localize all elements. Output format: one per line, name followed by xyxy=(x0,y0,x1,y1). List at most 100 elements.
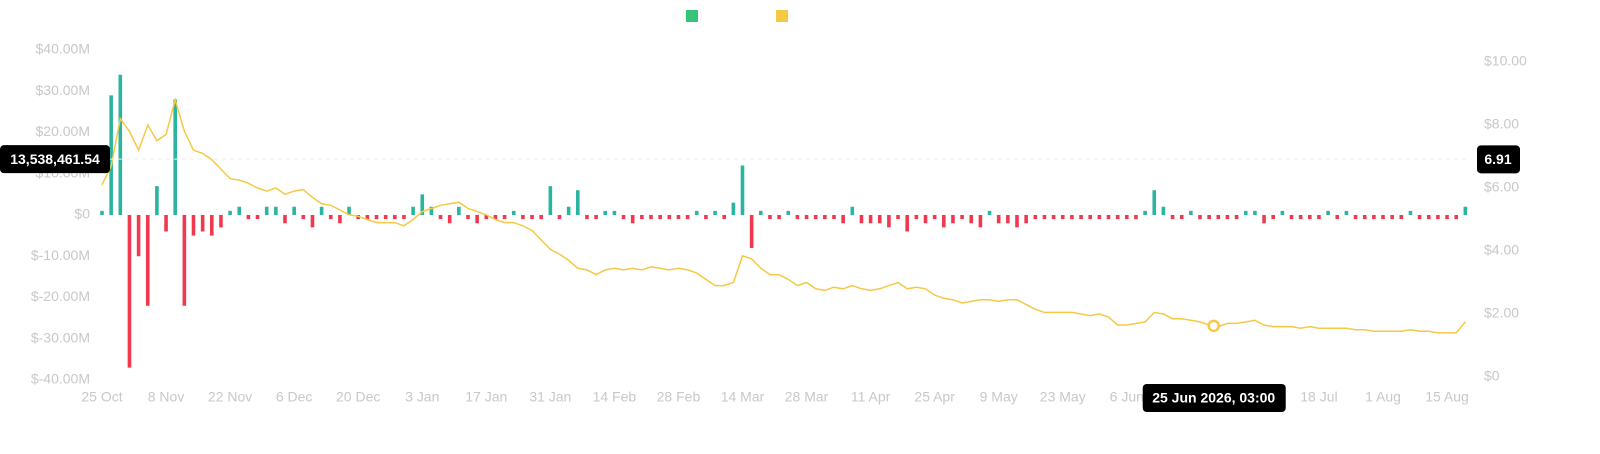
bar xyxy=(923,215,928,224)
bar xyxy=(905,215,909,232)
bar xyxy=(1426,215,1431,220)
bar xyxy=(1445,215,1449,220)
bar xyxy=(1243,210,1248,215)
bar xyxy=(457,206,461,215)
tooltip-x xyxy=(1142,384,1286,412)
bar xyxy=(1436,215,1440,220)
bar xyxy=(521,215,525,220)
legend-swatch xyxy=(686,10,698,22)
bar xyxy=(246,215,251,220)
bar xyxy=(969,215,974,224)
bar xyxy=(1225,215,1230,220)
bar xyxy=(987,210,992,215)
x-tick-label: 9 May xyxy=(980,389,1018,405)
bar xyxy=(1170,215,1175,220)
bar xyxy=(237,206,242,215)
bar xyxy=(603,210,608,215)
bar xyxy=(612,210,617,215)
bar xyxy=(1381,215,1385,220)
bar xyxy=(823,215,827,220)
bar xyxy=(1390,215,1394,220)
bar xyxy=(877,215,882,224)
x-tick-label: 14 Feb xyxy=(593,389,637,405)
y-tick-label: $0 xyxy=(74,206,90,222)
tooltip-x-label: 25 Jun 2026, 03:00 xyxy=(1152,390,1275,406)
bar xyxy=(292,206,296,215)
bar xyxy=(173,99,177,215)
bar xyxy=(1271,215,1275,220)
y2-tick-label: $0 xyxy=(1484,368,1500,384)
y2-tick-label: $2.00 xyxy=(1484,305,1519,321)
bar xyxy=(1298,215,1303,220)
bar xyxy=(1189,210,1193,215)
x-tick-label: 31 Jan xyxy=(529,389,571,405)
x-tick-label: 22 Nov xyxy=(208,389,252,405)
bar xyxy=(374,215,379,220)
x-tick-label: 15 Aug xyxy=(1425,389,1469,405)
bar xyxy=(1051,215,1056,220)
bar xyxy=(200,215,205,232)
bar xyxy=(109,95,113,215)
x-tick-label: 23 May xyxy=(1040,389,1086,405)
bar xyxy=(694,210,699,215)
bar xyxy=(996,215,1001,224)
y2-tick-label: $6.00 xyxy=(1484,179,1519,195)
bar xyxy=(804,215,809,220)
bar xyxy=(1335,215,1340,220)
bar xyxy=(1216,215,1221,220)
bar xyxy=(1207,215,1211,220)
bar xyxy=(1115,215,1120,220)
legend-swatch xyxy=(776,10,788,22)
bar xyxy=(420,194,425,215)
bar xyxy=(402,215,406,220)
bar xyxy=(1060,215,1065,220)
bar xyxy=(1253,210,1257,215)
bar xyxy=(667,215,672,220)
bar xyxy=(530,215,534,220)
bar xyxy=(932,215,937,220)
bar xyxy=(649,215,653,220)
x-tick-label: 8 Nov xyxy=(148,389,185,405)
y2-tick-label: $10.00 xyxy=(1484,53,1527,69)
bar xyxy=(832,215,836,220)
y-tick-label: $-20.00M xyxy=(31,288,90,304)
bar xyxy=(676,215,681,220)
bar xyxy=(594,215,598,220)
bar xyxy=(795,215,800,220)
bar xyxy=(841,215,845,224)
y2-tick-label: $4.00 xyxy=(1484,242,1519,258)
bar xyxy=(228,210,232,215)
bar xyxy=(658,215,662,220)
bar xyxy=(960,215,964,220)
bar xyxy=(1006,215,1010,224)
bar xyxy=(685,215,690,220)
bar xyxy=(502,215,507,220)
bar xyxy=(274,206,278,215)
bar xyxy=(1134,215,1138,220)
bar xyxy=(493,215,498,220)
bar xyxy=(438,215,443,220)
bar xyxy=(942,215,946,228)
bar xyxy=(219,215,223,228)
bar xyxy=(447,215,452,224)
bar xyxy=(576,190,580,215)
bar xyxy=(383,215,388,220)
bar xyxy=(328,215,333,220)
bar xyxy=(630,215,635,224)
bar xyxy=(786,210,791,215)
bar xyxy=(1344,210,1349,215)
x-tick-label: 14 Mar xyxy=(721,389,765,405)
x-tick-label: 28 Mar xyxy=(785,389,829,405)
bar xyxy=(704,215,708,220)
bar xyxy=(887,215,891,228)
bar xyxy=(896,215,900,220)
bar xyxy=(1408,210,1413,215)
bar xyxy=(1143,210,1147,215)
bar xyxy=(429,206,434,215)
bar xyxy=(749,215,754,248)
bar xyxy=(182,215,187,306)
bar xyxy=(1106,215,1111,220)
bar xyxy=(1042,215,1047,220)
bar xyxy=(475,215,479,224)
bar xyxy=(1179,215,1184,220)
